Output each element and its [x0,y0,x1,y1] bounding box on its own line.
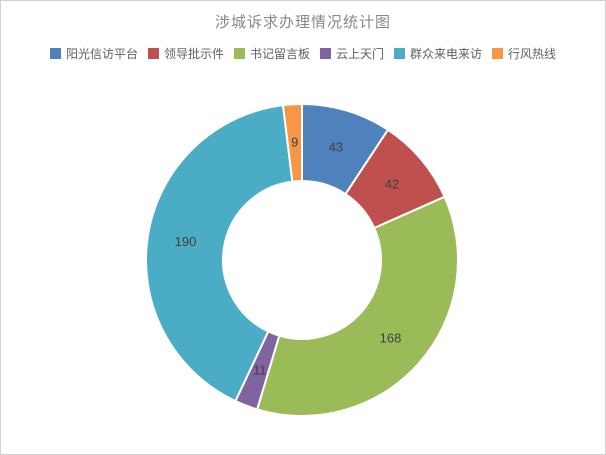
legend-item-3[interactable]: 书记留言板 [233,45,310,62]
legend-item-1[interactable]: 阳光信访平台 [49,45,138,62]
legend-label: 书记留言板 [249,47,310,61]
donut-slice-6[interactable] [281,103,303,183]
slice-value-label: 9 [291,135,298,150]
legend-item-4[interactable]: 云上天门 [320,45,384,62]
slice-value-label: 42 [385,176,399,191]
chart-legend: 阳光信访平台 领导批示件 书记留言板 云上天门 群众来电来访 行风热线 [1,45,605,62]
legend-label: 群众来电来访 [410,47,483,61]
donut-slice-3[interactable] [256,195,459,417]
legend-label: 云上天门 [336,47,385,61]
legend-swatch-icon [320,48,331,59]
donut-slice-5[interactable] [145,104,294,403]
legend-label: 行风热线 [508,47,557,61]
slice-value-label: 190 [175,234,197,249]
legend-label: 阳光信访平台 [65,47,138,61]
legend-swatch-icon [147,48,159,59]
slice-value-label: 168 [380,331,402,346]
legend-item-6[interactable]: 行风热线 [492,45,556,62]
legend-swatch-icon [233,48,245,59]
legend-item-2[interactable]: 领导批示件 [147,45,224,62]
legend-item-5[interactable]: 群众来电来访 [394,45,482,62]
legend-swatch-icon [394,48,406,59]
legend-swatch-icon [492,48,504,59]
slice-value-label: 11 [253,363,267,378]
legend-swatch-icon [49,48,61,59]
legend-label: 领导批示件 [163,47,224,61]
slice-value-label: 43 [329,139,343,154]
chart-title: 涉城诉求办理情况统计图 [214,14,391,31]
